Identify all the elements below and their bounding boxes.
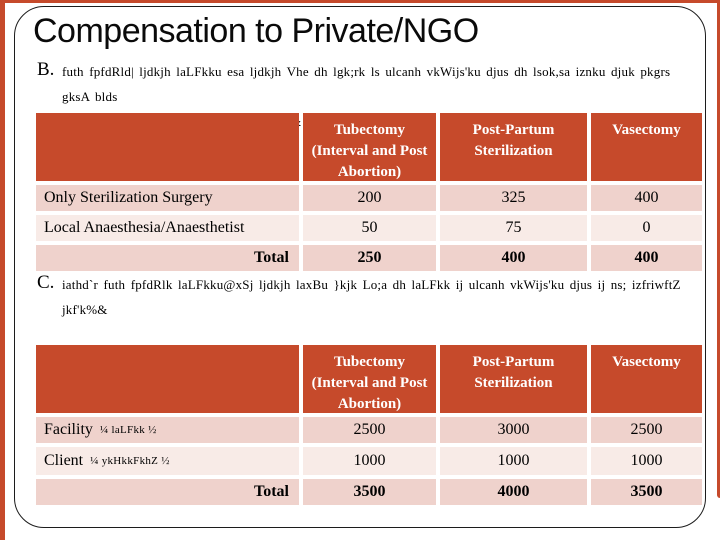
table-b-total-cell: 400: [440, 245, 587, 271]
table-c-cell: 3000: [440, 417, 587, 443]
compensation-table-c: Tubectomy (Interval and Post Abortion) P…: [36, 345, 702, 505]
table-c-header-tubectomy: Tubectomy (Interval and Post Abortion): [303, 345, 436, 413]
table-c-header-vasectomy: Vasectomy: [591, 345, 702, 413]
table-c-cell: 1000: [440, 447, 587, 475]
slide-edge-left: [0, 0, 5, 540]
table-b-cell: 325: [440, 185, 587, 211]
compensation-table-b: Tubectomy (Interval and Post Abortion) P…: [36, 113, 702, 271]
slide-edge-top: [0, 0, 720, 3]
table-c-row-label: Client ¼ ykHkkFkhZ ½: [36, 447, 299, 475]
table-c-row-label: Facility ¼ laLFkk ½: [36, 417, 299, 443]
table-c-total-label: Total: [36, 479, 299, 505]
item-b-line1: futh fpfdRld| ljdkjh laLFkku esa ljdkjh …: [62, 64, 671, 104]
table-c-cell: 1000: [303, 447, 436, 475]
table-b-total-cell: 400: [591, 245, 702, 271]
table-b-total-label: Total: [36, 245, 299, 271]
table-c-header-postpartum: Post-Partum Sterilization: [440, 345, 587, 413]
table-c-header-empty: [36, 345, 299, 413]
table-b-cell: 200: [303, 185, 436, 211]
table-b-header-empty: [36, 113, 299, 181]
table-c-cell: 2500: [303, 417, 436, 443]
table-b-row-label: Local Anaesthesia/Anaesthetist: [36, 215, 299, 241]
table-c-total-cell: 4000: [440, 479, 587, 505]
slide-edge-right: [717, 0, 720, 498]
table-b-cell: 0: [591, 215, 702, 241]
item-c-text: iathd`r futh fpfdRlk laLFkku@xSj ljdkjh …: [62, 277, 681, 317]
item-c: C. iathd`r futh fpfdRlk laLFkku@xSj ljdk…: [37, 272, 697, 322]
table-b-cell: 400: [591, 185, 702, 211]
item-c-marker: C.: [37, 272, 55, 293]
table-b-header-postpartum: Post-Partum Sterilization: [440, 113, 587, 181]
facility-label-suffix: ¼ laLFkk ½: [99, 424, 157, 436]
table-c-cell: 2500: [591, 417, 702, 443]
client-label-suffix: ¼ ykHkkFkhZ ½: [90, 455, 170, 467]
page-title: Compensation to Private/NGO: [33, 12, 479, 50]
client-label: Client: [44, 452, 84, 469]
facility-label: Facility: [44, 421, 93, 438]
table-b-row-label: Only Sterilization Surgery: [36, 185, 299, 211]
table-b-cell: 75: [440, 215, 587, 241]
table-c-total-cell: 3500: [303, 479, 436, 505]
item-b-marker: B.: [37, 59, 55, 80]
table-b-header-tubectomy: Tubectomy (Interval and Post Abortion): [303, 113, 436, 181]
table-b-total-cell: 250: [303, 245, 436, 271]
table-b-header-vasectomy: Vasectomy: [591, 113, 702, 181]
table-c-cell: 1000: [591, 447, 702, 475]
slide-inner-border: [14, 6, 706, 528]
table-b-cell: 50: [303, 215, 436, 241]
table-c-total-cell: 3500: [591, 479, 702, 505]
